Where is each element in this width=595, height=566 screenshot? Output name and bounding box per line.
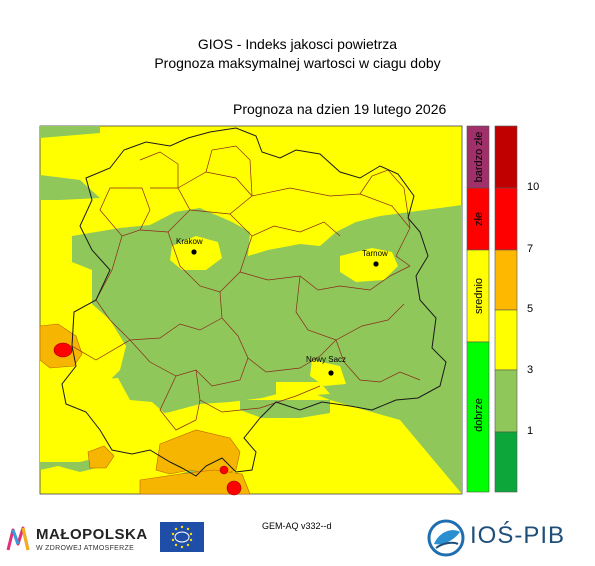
- tarnow-label: Tarnow: [362, 249, 388, 258]
- nowy-sacz-label: Nowy Sacz: [306, 355, 346, 364]
- colorbar-level-3: [494, 309, 518, 371]
- voivodeship-border: [61, 127, 447, 477]
- ios-pib-logo[interactable]: IOŚ-PIB: [426, 516, 566, 560]
- colorbar: [494, 125, 518, 493]
- eu-life-flag-icon: [160, 522, 204, 552]
- forecast-date: Prognoza na dzien 19 lutego 2026: [233, 101, 447, 117]
- colorbar-level-5: [494, 187, 518, 251]
- malopolska-logo[interactable]: MAŁOPOLSKA W ZDROWEJ ATMOSFERZE: [6, 522, 156, 558]
- malopolska-mountain-icon: [6, 526, 30, 551]
- colorbar-tick-5: 5: [527, 303, 534, 315]
- colorbar-level-2: [494, 369, 518, 433]
- colorbar-tick-1: 1: [527, 425, 534, 437]
- nowy-sacz-marker: [328, 370, 334, 376]
- ios-pib-name: IOŚ-PIB: [470, 522, 566, 549]
- map-title: GIOS - Indeks jakosci powietrza: [197, 36, 398, 52]
- malopolska-slogan: W ZDROWEJ ATMOSFERZE: [36, 545, 135, 552]
- red-zones: [53, 342, 242, 496]
- krakow-label: Krakow: [176, 237, 203, 246]
- category-legend: [466, 125, 490, 493]
- city-markers: Krakow Tarnow Nowy Sacz: [176, 237, 388, 376]
- model-version: GEM-AQ v332--d: [262, 521, 332, 531]
- colorbar-tick-10: 10: [527, 181, 540, 193]
- map-subtitle: Prognoza maksymalnej wartosci w ciagu do…: [154, 55, 441, 71]
- ios-pib-leaf-icon: [427, 519, 465, 557]
- category-dobrze: [466, 341, 490, 493]
- malopolska-name: MAŁOPOLSKA: [36, 526, 148, 543]
- colorbar-level-6: [494, 125, 518, 189]
- colorbar-tick-7: 7: [527, 243, 534, 255]
- colorbar-tick-3: 3: [527, 364, 534, 376]
- colorbar-level-1: [494, 431, 518, 493]
- colorbar-level-4: [494, 249, 518, 311]
- tarnow-marker: [373, 261, 379, 267]
- krakow-marker: [191, 249, 197, 255]
